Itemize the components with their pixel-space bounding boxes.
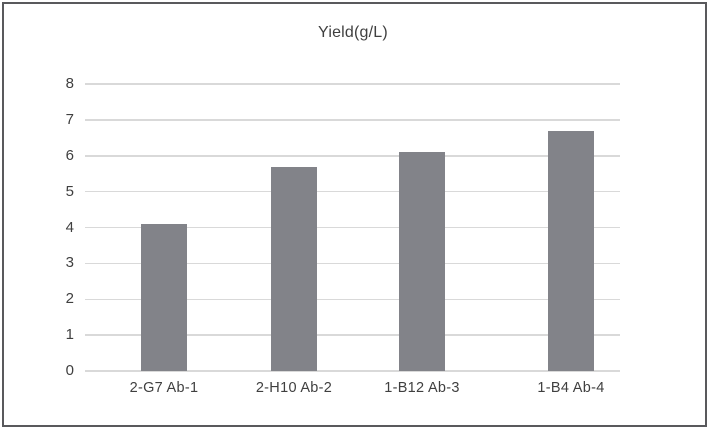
y-tick-label: 1 [65, 326, 74, 344]
chart-title: Yield(g/L) [318, 24, 388, 41]
y-tick-label: 2 [65, 290, 74, 308]
gridline [85, 155, 620, 157]
x-axis-line [85, 370, 620, 372]
y-tick-label: 6 [65, 146, 74, 164]
gridline [85, 83, 620, 85]
y-tick-label: 7 [65, 110, 74, 128]
x-category-label: 1-B4 Ab-4 [537, 380, 605, 396]
y-tick-label: 0 [65, 362, 74, 379]
gridline [85, 226, 620, 229]
y-tick-label: 5 [65, 182, 74, 200]
gridline [85, 190, 620, 193]
x-category-label: 2-H10 Ab-2 [255, 380, 333, 396]
gridline [85, 334, 620, 336]
plot-area [85, 83, 620, 372]
gridline [85, 119, 620, 121]
gridline [85, 262, 620, 265]
bar [399, 152, 445, 371]
gridline [85, 298, 620, 300]
y-tick-label: 4 [65, 218, 74, 236]
bar [141, 223, 187, 371]
y-tick-label: 8 [65, 75, 74, 92]
x-category-label: 2-G7 Ab-1 [129, 380, 199, 396]
x-category-label: 1-B12 Ab-3 [384, 380, 460, 396]
y-tick-label: 3 [65, 254, 74, 272]
bar [548, 130, 594, 371]
bar [271, 166, 317, 371]
